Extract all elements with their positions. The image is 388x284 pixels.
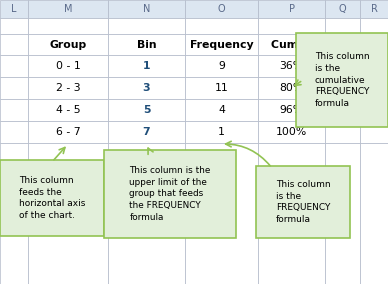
FancyBboxPatch shape xyxy=(185,99,258,121)
FancyBboxPatch shape xyxy=(185,121,258,143)
FancyBboxPatch shape xyxy=(258,99,325,121)
FancyBboxPatch shape xyxy=(325,121,360,143)
Text: This column is the
upper limit of the
group that feeds
the FREQUENCY
formula: This column is the upper limit of the gr… xyxy=(129,166,211,222)
Text: 9: 9 xyxy=(218,61,225,71)
Text: 11: 11 xyxy=(215,83,229,93)
FancyBboxPatch shape xyxy=(108,34,185,55)
FancyBboxPatch shape xyxy=(0,18,28,34)
Text: 1: 1 xyxy=(218,127,225,137)
Text: This column
is the
cumulative
FREQUENCY
formula: This column is the cumulative FREQUENCY … xyxy=(315,52,369,108)
Text: 80%: 80% xyxy=(279,83,304,93)
Text: L: L xyxy=(11,4,17,14)
FancyBboxPatch shape xyxy=(28,99,108,121)
FancyBboxPatch shape xyxy=(185,0,258,18)
FancyBboxPatch shape xyxy=(0,77,28,99)
FancyBboxPatch shape xyxy=(325,55,360,77)
FancyBboxPatch shape xyxy=(185,34,258,55)
FancyBboxPatch shape xyxy=(28,77,108,99)
FancyBboxPatch shape xyxy=(0,143,28,284)
FancyBboxPatch shape xyxy=(258,77,325,99)
FancyBboxPatch shape xyxy=(258,34,325,55)
Text: This column
feeds the
horizontal axis
of the chart.: This column feeds the horizontal axis of… xyxy=(19,176,85,220)
Text: 96%: 96% xyxy=(279,105,303,115)
FancyBboxPatch shape xyxy=(28,34,108,55)
FancyBboxPatch shape xyxy=(0,160,104,236)
Text: 4: 4 xyxy=(218,105,225,115)
FancyBboxPatch shape xyxy=(325,34,360,55)
FancyBboxPatch shape xyxy=(108,143,185,284)
FancyBboxPatch shape xyxy=(28,18,108,34)
Text: O: O xyxy=(218,4,225,14)
FancyBboxPatch shape xyxy=(256,166,350,238)
FancyBboxPatch shape xyxy=(258,121,325,143)
FancyBboxPatch shape xyxy=(360,34,388,55)
Text: 2 - 3: 2 - 3 xyxy=(56,83,80,93)
Text: 1: 1 xyxy=(143,61,150,71)
FancyBboxPatch shape xyxy=(0,121,28,143)
FancyBboxPatch shape xyxy=(325,0,360,18)
FancyBboxPatch shape xyxy=(185,77,258,99)
FancyBboxPatch shape xyxy=(360,18,388,34)
FancyBboxPatch shape xyxy=(258,18,325,34)
FancyBboxPatch shape xyxy=(185,55,258,77)
FancyBboxPatch shape xyxy=(0,55,28,77)
Text: Bin: Bin xyxy=(137,39,156,49)
FancyBboxPatch shape xyxy=(325,143,360,284)
FancyBboxPatch shape xyxy=(0,34,28,55)
FancyBboxPatch shape xyxy=(28,0,108,18)
FancyBboxPatch shape xyxy=(296,33,388,127)
FancyBboxPatch shape xyxy=(28,143,108,284)
FancyBboxPatch shape xyxy=(360,77,388,99)
Text: 7: 7 xyxy=(143,127,150,137)
FancyBboxPatch shape xyxy=(0,0,28,18)
Text: 3: 3 xyxy=(143,83,150,93)
Text: Cum %: Cum % xyxy=(270,39,312,49)
FancyBboxPatch shape xyxy=(185,143,258,284)
Text: M: M xyxy=(64,4,72,14)
FancyBboxPatch shape xyxy=(108,99,185,121)
Text: Group: Group xyxy=(49,39,87,49)
FancyBboxPatch shape xyxy=(28,121,108,143)
Text: R: R xyxy=(371,4,378,14)
Text: P: P xyxy=(289,4,294,14)
FancyBboxPatch shape xyxy=(108,18,185,34)
FancyBboxPatch shape xyxy=(360,55,388,77)
Text: 36%: 36% xyxy=(279,61,303,71)
FancyBboxPatch shape xyxy=(325,18,360,34)
Text: N: N xyxy=(143,4,150,14)
FancyBboxPatch shape xyxy=(360,0,388,18)
Text: 4 - 5: 4 - 5 xyxy=(56,105,80,115)
FancyBboxPatch shape xyxy=(108,0,185,18)
FancyBboxPatch shape xyxy=(360,121,388,143)
Text: Frequency: Frequency xyxy=(190,39,253,49)
FancyBboxPatch shape xyxy=(0,99,28,121)
FancyBboxPatch shape xyxy=(258,0,325,18)
FancyBboxPatch shape xyxy=(258,55,325,77)
Text: 100%: 100% xyxy=(276,127,307,137)
FancyBboxPatch shape xyxy=(185,18,258,34)
Text: 6 - 7: 6 - 7 xyxy=(56,127,80,137)
FancyBboxPatch shape xyxy=(108,55,185,77)
FancyBboxPatch shape xyxy=(360,143,388,284)
Text: This column
is the
FREQUENCY
formula: This column is the FREQUENCY formula xyxy=(276,180,330,224)
Text: 0 - 1: 0 - 1 xyxy=(55,61,80,71)
FancyBboxPatch shape xyxy=(325,77,360,99)
FancyBboxPatch shape xyxy=(325,99,360,121)
FancyBboxPatch shape xyxy=(28,55,108,77)
FancyBboxPatch shape xyxy=(258,143,325,284)
FancyBboxPatch shape xyxy=(104,150,236,238)
FancyBboxPatch shape xyxy=(360,99,388,121)
FancyBboxPatch shape xyxy=(108,121,185,143)
Text: Q: Q xyxy=(339,4,346,14)
Text: 5: 5 xyxy=(143,105,150,115)
FancyBboxPatch shape xyxy=(108,77,185,99)
